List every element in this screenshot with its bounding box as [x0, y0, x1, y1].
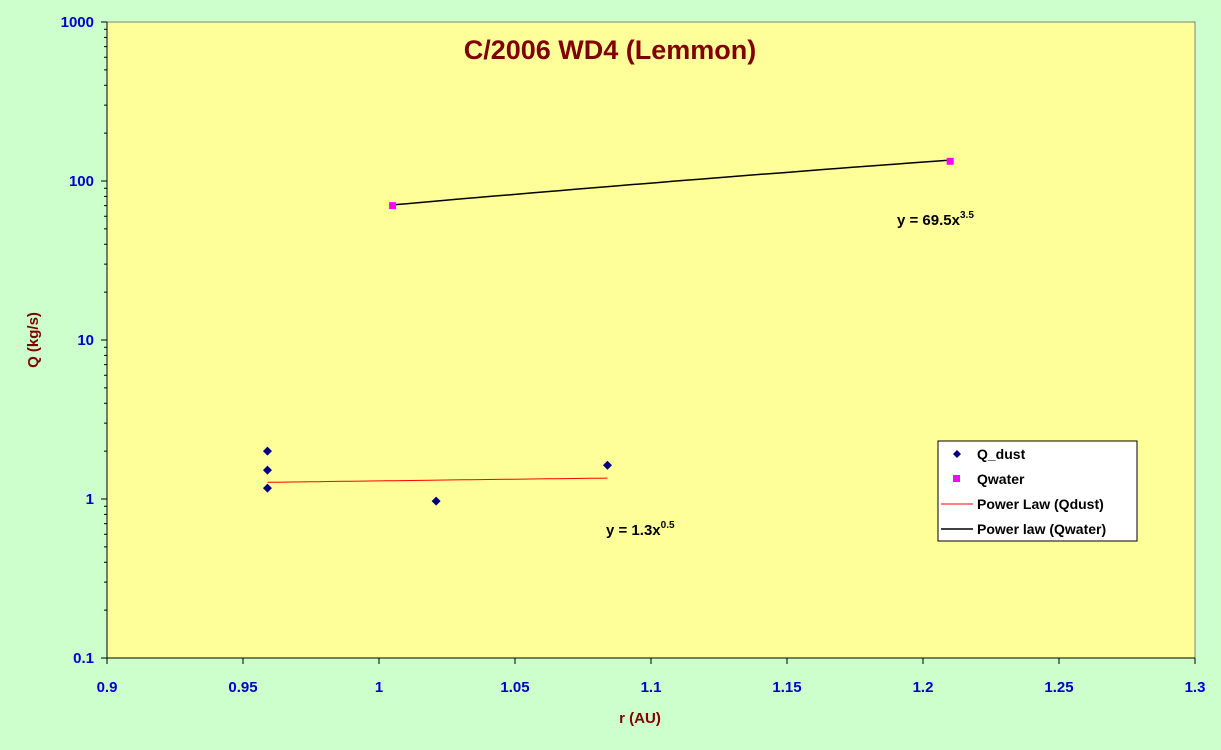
- legend-label-q-dust: Q_dust: [977, 446, 1026, 462]
- equation-qdust-prefix: y = 1.3x: [606, 522, 661, 539]
- x-tick-label: 0.9: [97, 679, 118, 696]
- x-tick-label: 1.15: [772, 679, 801, 696]
- x-tick-label: 0.95: [228, 679, 257, 696]
- equation-qwater-prefix: y = 69.5x: [897, 212, 961, 229]
- chart-title: C/2006 WD4 (Lemmon): [464, 35, 757, 65]
- ticks-layer: 0.9 0.95 1 1.05 1.1 1.15 1.2 1.25 1.3 0.1 1 10 100 10…: [61, 14, 1206, 696]
- y-tick-label: 100: [69, 173, 94, 190]
- data-point-q-dust: [262, 483, 272, 493]
- equation-qwater-exponent: 3.5: [960, 210, 974, 221]
- legend-marker-q-dust: [953, 450, 961, 458]
- equation-qdust-exponent: 0.5: [661, 520, 675, 531]
- legend-label-power-law-qdust: Power Law (Qdust): [977, 496, 1104, 512]
- data-point-q-dust: [602, 460, 612, 470]
- trendlines-layer: [267, 159, 951, 483]
- x-tick-label: 1.05: [500, 679, 529, 696]
- x-tick-label: 1: [375, 679, 383, 696]
- legend-box: [937, 440, 1138, 542]
- trendline-qwater: [392, 159, 951, 206]
- data-point-q-dust: [262, 446, 272, 456]
- data-point-qwater: [946, 157, 954, 165]
- data-point-q-dust: [431, 496, 441, 506]
- legend: Q_dust Qwater Power Law (Qdust) Power la…: [937, 440, 1138, 542]
- y-axis-title: Q (kg/s): [25, 312, 42, 368]
- y-tick-label: 0.1: [73, 650, 94, 667]
- data-point-q-dust: [262, 465, 272, 475]
- y-tick-label: 1: [86, 491, 94, 508]
- x-tick-label: 1.1: [641, 679, 662, 696]
- x-tick-label: 1.25: [1044, 679, 1073, 696]
- x-tick-label: 1.3: [1185, 679, 1206, 696]
- legend-label-qwater: Qwater: [977, 471, 1025, 487]
- legend-marker-qwater: [953, 475, 960, 482]
- equation-qwater: y = 69.5x3.5: [897, 210, 974, 229]
- data-point-qwater: [389, 202, 397, 210]
- points-layer: [262, 157, 954, 506]
- y-tick-label: 1000: [61, 14, 94, 31]
- x-tick-label: 1.2: [913, 679, 934, 696]
- trendline-qdust: [267, 477, 608, 483]
- y-tick-label: 10: [77, 332, 94, 349]
- legend-label-power-law-qwater: Power law (Qwater): [977, 521, 1106, 537]
- equation-qdust: y = 1.3x0.5: [606, 520, 675, 539]
- plot-area: [106, 21, 1196, 659]
- x-axis-title: r (AU): [619, 710, 661, 727]
